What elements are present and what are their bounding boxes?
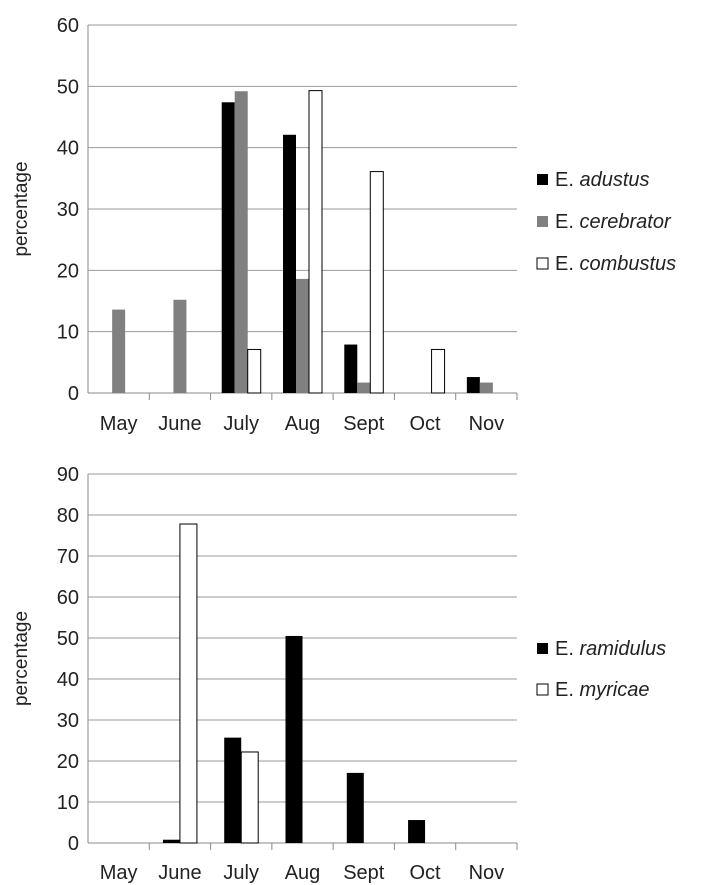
bar-adustus-sept: [344, 344, 358, 393]
y-tick-label: 60: [57, 15, 79, 37]
legend-swatch: [537, 216, 548, 227]
chart-1: 0 10 20 30 40 50 60 percentage May June July Aug Sep…: [11, 15, 676, 435]
bar-cerebrator-june: [173, 299, 187, 393]
bar-cerebrator-may: [112, 309, 126, 393]
y-tick-label: 20: [57, 751, 79, 773]
bar-combustus-oct: [431, 348, 446, 394]
x-tick-label: July: [223, 862, 259, 884]
bar-combustus-july: [247, 348, 262, 394]
legend-swatch: [536, 257, 549, 270]
x-tick-label: June: [158, 862, 201, 884]
y-tick-label: 90: [57, 464, 79, 486]
y-axis-label: percentage: [11, 161, 32, 256]
y-tick-label: 70: [57, 546, 79, 568]
bar-adustus-aug: [283, 134, 296, 393]
x-tick-label: May: [100, 862, 138, 884]
y-tick-label: 50: [57, 76, 79, 98]
y-tick-label: 40: [57, 138, 79, 160]
bar-adustus-july: [221, 102, 235, 393]
legend-genus: E.: [555, 169, 579, 191]
bar-myricae-june: [179, 523, 198, 844]
y-tick-label: 10: [57, 322, 79, 344]
x-tick-label: Sept: [343, 413, 385, 435]
bar-cerebrator-aug: [296, 278, 309, 393]
bar-combustus-aug: [308, 90, 323, 394]
x-tick-label: June: [158, 413, 201, 435]
y-tick-label: 20: [57, 260, 79, 282]
legend-species: myricae: [579, 679, 649, 701]
x-tick-label: Oct: [410, 413, 442, 435]
bar-adustus-nov: [466, 377, 480, 393]
y-axis-label: percentage: [11, 611, 32, 706]
y-tick-label: 30: [57, 199, 79, 221]
legend-swatch: [537, 174, 548, 185]
legend-genus: E.: [555, 638, 579, 660]
bar-cerebrator-nov: [479, 382, 493, 393]
legend-label: E. combustus: [555, 253, 676, 275]
bar-combustus-sept: [369, 171, 384, 394]
x-tick-label: Nov: [469, 413, 505, 435]
bar-ramidulus-aug: [285, 635, 303, 843]
legend-genus: E.: [555, 253, 579, 275]
bar-cerebrator-sept: [357, 382, 371, 393]
y-tick-label: 0: [68, 833, 79, 855]
legend-label: E. myricae: [555, 679, 649, 701]
bar-ramidulus-sept: [346, 772, 364, 843]
bar-ramidulus-july: [224, 737, 242, 843]
x-tick-label: Aug: [285, 862, 321, 884]
x-tick-label: Sept: [343, 862, 385, 884]
y-tick-label: 80: [57, 505, 79, 527]
x-tick-label: Nov: [469, 862, 505, 884]
legend-species: adustus: [579, 169, 649, 191]
x-tick-label: May: [100, 413, 138, 435]
y-tick-label: 60: [57, 587, 79, 609]
legend-species: ramidulus: [579, 638, 666, 660]
x-tick-label: Oct: [410, 862, 442, 884]
legend-label: E. adustus: [555, 169, 650, 191]
y-tick-label: 50: [57, 628, 79, 650]
y-tick-label: 0: [68, 383, 79, 405]
x-tick-label: Aug: [285, 413, 321, 435]
bar-cerebrator-july: [234, 91, 248, 394]
bar-ramidulus-june: [162, 839, 180, 843]
chart-2: 0 10 20 30 40 50 60 70 80 90 percentage May June July…: [11, 464, 666, 884]
legend-swatch: [537, 643, 548, 654]
y-tick-label: 10: [57, 792, 79, 814]
y-tick-label: 40: [57, 669, 79, 691]
x-tick-label: July: [223, 413, 259, 435]
y-tick-label: 30: [57, 710, 79, 732]
legend-species: combustus: [579, 253, 676, 275]
legend-label: E. cerebrator: [555, 211, 672, 233]
legend-swatch: [536, 683, 549, 696]
bar-myricae-july: [240, 751, 259, 844]
legend-genus: E.: [555, 679, 579, 701]
legend-label: E. ramidulus: [555, 638, 666, 660]
legend-genus: E.: [555, 211, 579, 233]
bar-ramidulus-oct: [408, 820, 426, 843]
legend-species: cerebrator: [579, 211, 671, 233]
